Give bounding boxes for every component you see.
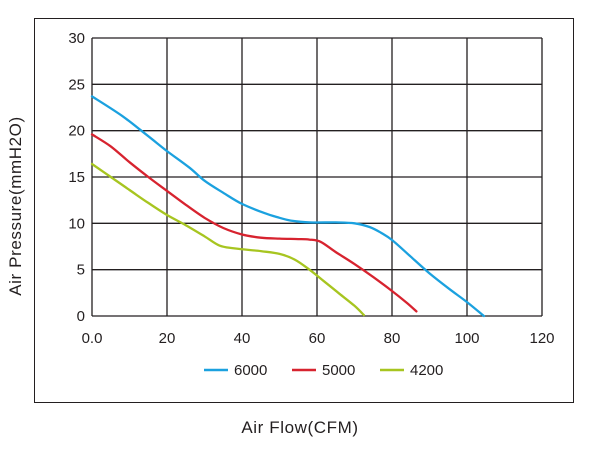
grid [91, 37, 543, 317]
chart-frame [34, 18, 574, 403]
series-line-6000 [90, 95, 486, 318]
y-tick-label: 0 [77, 308, 85, 325]
x-tick-label: 80 [384, 330, 401, 347]
legend: 6000 5000 4200 [204, 362, 443, 379]
legend-label-6000: 6000 [234, 362, 267, 379]
x-tick-label: 20 [159, 330, 176, 347]
x-tick-label: 60 [309, 330, 326, 347]
y-tick-label: 10 [68, 215, 85, 232]
y-tick-label: 20 [68, 123, 85, 140]
y-tick-label: 25 [68, 76, 85, 93]
legend-label-4200: 4200 [410, 362, 443, 379]
x-tick-label: 100 [454, 330, 479, 347]
y-tick-label: 15 [68, 169, 85, 186]
series-line-5000 [90, 133, 418, 313]
tick-labels: 0.0 20 40 60 80 100 120 0 5 10 15 20 25 30 [68, 30, 554, 347]
y-tick-label: 30 [68, 30, 85, 47]
y-axis-title-text: Air Pressure(mmH2O) [6, 116, 25, 296]
x-tick-label: 0.0 [82, 330, 103, 347]
x-tick-label: 120 [529, 330, 554, 347]
x-tick-label: 40 [234, 330, 251, 347]
legend-label-5000: 5000 [322, 362, 355, 379]
y-tick-label: 5 [77, 262, 85, 279]
x-axis-title: Air Flow(CFM) [241, 418, 359, 437]
series-line-4200 [90, 162, 366, 317]
series-lines [90, 95, 486, 318]
